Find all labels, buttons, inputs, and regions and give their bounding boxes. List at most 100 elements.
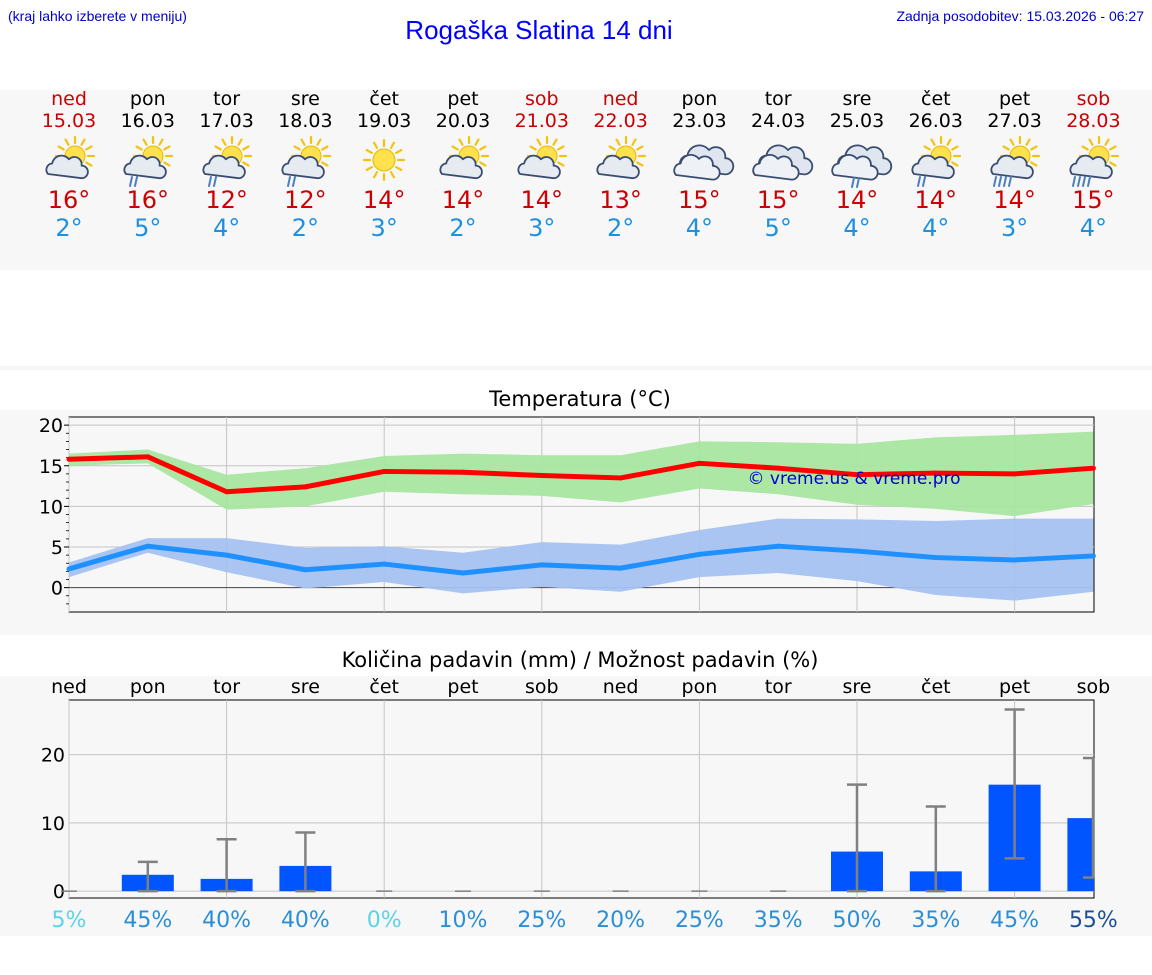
temp-max: 15° [1072, 186, 1115, 214]
precipitation-chart: ned pon tor sre čet pet sob ned pon tor sre čet pet s… [41, 676, 1118, 933]
temp-max: 14° [362, 186, 406, 214]
temperature-chart: 0 5 10 15 20 © vreme.us & vreme.pro [39, 415, 1096, 613]
day-label: tor [213, 676, 240, 698]
temp-max: 15° [756, 186, 800, 214]
min-range-band [69, 518, 1094, 601]
min-temp-point [854, 548, 860, 554]
temp-min: 2° [55, 214, 83, 242]
day-label: čet [921, 676, 951, 698]
min-temp-point [381, 561, 387, 567]
day-name: pon [129, 88, 166, 110]
min-temp-point [66, 566, 72, 572]
temp-max: 16° [126, 186, 170, 214]
temp-min: 4° [685, 214, 714, 242]
max-temp-point [539, 473, 545, 478]
temp-min: 2° [449, 214, 477, 242]
min-temp-point [460, 570, 466, 576]
separator [0, 366, 1152, 370]
day-forecast: tor 24.03 15° 5° [739, 88, 818, 242]
day-name: sre [842, 88, 872, 110]
day-name: ned [602, 88, 639, 110]
precip-probability: 35% [754, 908, 803, 933]
temp-max: 12° [205, 186, 248, 214]
precip-probability: 0% [367, 908, 402, 933]
temp-max: 16° [47, 186, 91, 214]
max-temp-point [460, 469, 466, 475]
precipitation-chart-title: Količina padavin (mm) / Možnost padavin … [341, 648, 819, 672]
day-date: 26.03 [908, 110, 963, 132]
temp-max: 14° [441, 186, 485, 214]
temp-min: 2° [606, 214, 635, 242]
day-forecast: sob 28.03 15° 4° [1054, 88, 1133, 242]
sun-cloud-rain-icon [123, 135, 174, 187]
min-temp-point [1090, 553, 1096, 559]
precip-probability: 25% [675, 908, 724, 933]
last-update: Zadnja posodobitev: 15.03.2026 - 06:27 [896, 8, 1144, 24]
max-temp-point [66, 456, 72, 462]
precip-probability: 50% [833, 908, 882, 933]
day-name: tor [764, 88, 792, 110]
y-tick-label: 20 [41, 745, 65, 767]
min-temp-point [302, 567, 308, 573]
max-temp-point [1012, 471, 1018, 477]
day-forecast: ned 15.03 16° 2° [30, 88, 109, 242]
day-label: sre [291, 676, 320, 698]
sun-cloud-icon [45, 135, 95, 180]
day-forecast: sre 18.03 12° 2° [266, 88, 345, 242]
day-forecast: pet 20.03 14° 2° [424, 88, 503, 242]
sun-cloud-rain-icon [202, 135, 253, 187]
temp-max: 14° [520, 186, 564, 214]
temp-max: 14° [914, 186, 958, 214]
precipitation-bar [1067, 818, 1094, 892]
y-tick-label: 0 [53, 881, 65, 903]
sun-icon [362, 138, 405, 182]
precip-probability: 45% [123, 908, 172, 933]
day-name: pon [681, 88, 718, 110]
temp-min: 3° [370, 214, 398, 242]
day-label: tor [765, 676, 792, 698]
day-label: pon [130, 676, 166, 698]
sun-cloud-icon [517, 135, 568, 180]
max-temp-point [224, 489, 230, 495]
max-temp-point [618, 475, 624, 481]
sun-cloud-rain-icon [911, 135, 962, 187]
max-temp-point [381, 468, 387, 474]
min-temp-point [775, 543, 781, 549]
temp-min: 5° [764, 214, 792, 242]
precip-probability: 5% [52, 908, 87, 933]
day-label: pet [447, 676, 478, 698]
day-name: tor [213, 88, 241, 110]
max-temp-point [854, 472, 860, 478]
min-temp-point [696, 551, 702, 557]
min-temp-line [68, 543, 1094, 576]
day-label: sob [525, 676, 559, 698]
temperature-chart-title: Temperatura (°C) [489, 387, 671, 411]
day-label: sre [843, 676, 872, 698]
temp-min: 5° [134, 214, 162, 242]
day-forecast: ned 22.03 13° 2° [581, 88, 660, 242]
day-forecast: sre 25.03 14° 4° [818, 88, 897, 242]
day-label: sob [1077, 676, 1111, 698]
max-temp-point [302, 484, 308, 490]
cloud-rain-icon [830, 144, 892, 188]
y-tick-label: 0 [51, 578, 63, 600]
day-label: ned [51, 676, 87, 698]
day-label: pon [682, 676, 718, 698]
max-temp-point [775, 465, 781, 471]
min-temp-point [145, 543, 151, 549]
temp-min: 4° [212, 214, 241, 242]
min-temp-point [224, 552, 230, 558]
max-temp-point [1090, 465, 1096, 471]
sun-cloud-heavy-rain-icon [990, 135, 1041, 187]
day-forecast: sob 21.03 14° 3° [502, 88, 581, 242]
day-date: 17.03 [199, 110, 254, 132]
location-hint: (kraj lahko izberete v meniju) [8, 8, 187, 24]
temp-max: 13° [599, 186, 642, 214]
temp-min: 3° [1000, 214, 1029, 242]
sun-cloud-icon [439, 135, 489, 180]
day-forecast: pon 23.03 15° 4° [660, 88, 739, 242]
temp-max: 14° [993, 186, 1036, 214]
precip-probability: 35% [911, 908, 960, 933]
day-name: sob [525, 88, 559, 110]
min-temp-point [539, 562, 545, 568]
